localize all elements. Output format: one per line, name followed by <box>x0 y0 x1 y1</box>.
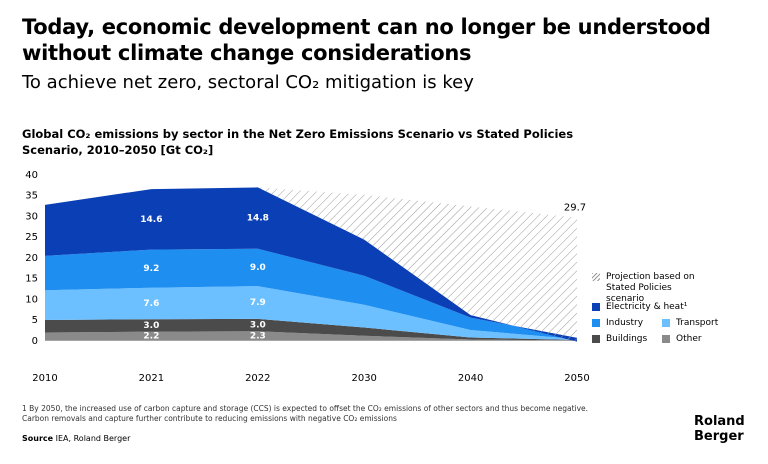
legend-swatch <box>662 319 670 327</box>
area <box>45 248 577 340</box>
data-label: 14.8 <box>247 214 269 224</box>
source: Source IEA, Roland Berger <box>22 434 130 443</box>
data-label: 3.0 <box>143 321 159 331</box>
chart-title: Global CO₂ emissions by sector in the Ne… <box>22 127 574 157</box>
data-label: 9.0 <box>250 263 266 273</box>
legend-label: Transport <box>676 318 719 328</box>
x-tick-label: 2050 <box>564 373 589 384</box>
data-label: 3.0 <box>250 321 266 331</box>
y-tick-label: 5 <box>32 315 38 326</box>
legend-label: Industry <box>606 318 644 328</box>
area <box>45 286 577 340</box>
subtitle: To achieve net zero, sectoral CO₂ mitiga… <box>22 72 474 93</box>
data-label: 29.7 <box>564 203 586 214</box>
footnote: 1 By 2050, the increased use of carbon c… <box>22 404 588 424</box>
x-tick-label: 2022 <box>245 373 270 384</box>
legend-item: Industry <box>592 318 692 329</box>
legend-swatch <box>662 335 670 343</box>
x-tick-label: 2030 <box>351 373 376 384</box>
legend-swatch <box>592 273 600 281</box>
footnote-line: Carbon removals and capture further cont… <box>22 414 397 423</box>
y-tick-label: 30 <box>25 211 38 222</box>
area <box>45 187 577 342</box>
area <box>45 318 577 341</box>
y-tick-label: 15 <box>25 274 38 285</box>
projection-area <box>257 187 577 342</box>
logo: Roland Berger <box>694 414 745 444</box>
footnote-line: 1 By 2050, the increased use of carbon c… <box>22 404 589 413</box>
y-tick-label: 35 <box>25 191 38 202</box>
y-tick-label: 40 <box>25 170 38 181</box>
legend-item: Projection based on Stated Policies scen… <box>592 272 712 305</box>
legend-label: Projection based on Stated Policies scen… <box>606 272 695 304</box>
y-tick-label: 0 <box>32 336 38 347</box>
legend: Projection based on Stated Policies scen… <box>592 272 762 352</box>
area <box>45 331 577 341</box>
source-label: Source <box>22 434 54 443</box>
chart: 0 5 10 15 20 25 30 35 40 2010 2021 2022 2030 2040 2050… <box>25 170 589 384</box>
data-label: 7.6 <box>143 299 159 309</box>
y-tick-label: 20 <box>25 253 38 264</box>
x-tick-label: 2010 <box>32 373 57 384</box>
legend-swatch <box>592 319 600 327</box>
legend-swatch <box>592 303 600 311</box>
x-tick-label: 2021 <box>139 373 164 384</box>
legend-label: Other <box>676 334 702 344</box>
y-tick-label: 25 <box>25 232 38 243</box>
title: Today, economic development can no longe… <box>22 15 711 65</box>
x-tick-label: 2040 <box>458 373 483 384</box>
legend-label: Electricity & heat¹ <box>606 302 688 312</box>
y-tick-label: 10 <box>25 294 38 305</box>
legend-label: Buildings <box>606 334 648 344</box>
source-text: IEA, Roland Berger <box>55 434 131 443</box>
legend-item: Other <box>662 334 762 345</box>
legend-item: Buildings <box>592 334 692 345</box>
data-label: 9.2 <box>143 264 159 274</box>
data-label: 2.3 <box>250 332 266 342</box>
legend-item: Transport <box>662 318 762 329</box>
legend-item: Electricity & heat¹ <box>592 302 692 313</box>
data-label: 14.6 <box>140 215 162 225</box>
data-label: 7.9 <box>250 298 266 308</box>
data-label: 2.2 <box>143 332 159 342</box>
legend-swatch <box>592 335 600 343</box>
